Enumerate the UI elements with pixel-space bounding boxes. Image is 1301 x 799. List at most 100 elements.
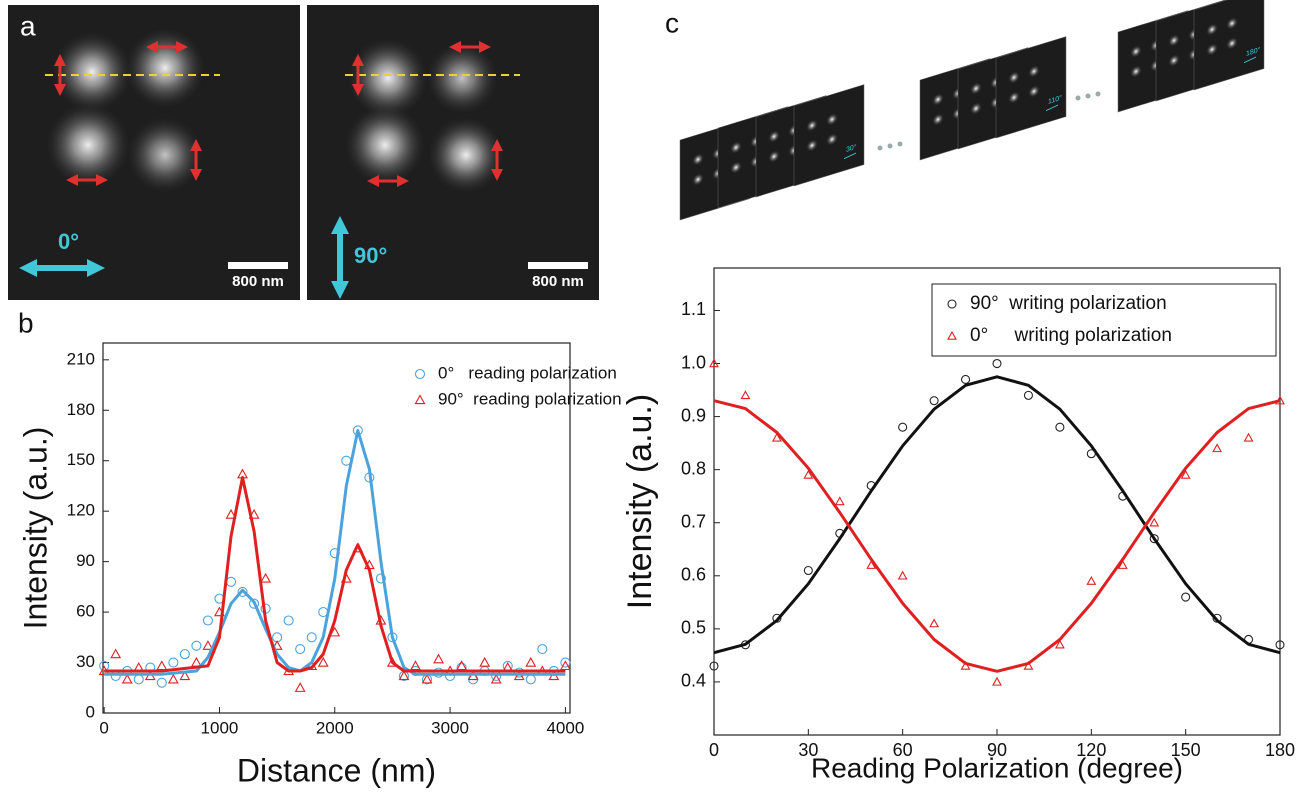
panel-label: c <box>665 7 679 38</box>
fit-line <box>104 429 566 676</box>
y-tick-label: 0.9 <box>681 405 706 425</box>
data-point <box>168 657 179 668</box>
scale-bar-label: 800 nm <box>232 273 284 290</box>
y-tick-label: 120 <box>67 501 95 520</box>
y-tick-label: 90 <box>76 551 95 570</box>
data-point <box>271 640 283 650</box>
data-point <box>295 644 306 655</box>
image-0: 0° 800 nm a <box>8 5 300 300</box>
x-axis-label: Reading Polarization (degree) <box>811 752 1183 783</box>
data-point <box>992 358 1002 369</box>
scale-bar-label: 800 nm <box>532 273 584 290</box>
data-point <box>156 660 168 671</box>
legend-marker <box>947 299 957 309</box>
spot <box>826 113 838 126</box>
data-point <box>514 667 525 678</box>
data-point <box>398 670 410 681</box>
y-axis-label: Intensity (a.u.) <box>621 394 659 609</box>
plot-frame <box>102 342 571 714</box>
legend-label: 90° writing polarization <box>970 293 1167 314</box>
data-point <box>929 618 940 628</box>
fit-line <box>713 399 1281 673</box>
x-tick-label: 30 <box>798 740 818 760</box>
data-point <box>479 656 491 667</box>
data-point <box>190 656 202 667</box>
data-point <box>803 565 813 576</box>
ellipsis <box>877 91 1101 151</box>
y-tick-label: 0.5 <box>681 618 706 638</box>
fit-line <box>104 476 566 673</box>
panel-label: a <box>20 10 36 41</box>
data-point <box>1212 443 1223 453</box>
pol-mark <box>843 152 857 160</box>
data-point <box>897 570 908 580</box>
data-point <box>1275 640 1285 650</box>
x-tick-label: 150 <box>1171 740 1201 760</box>
data-point <box>490 673 502 684</box>
data-point <box>1149 517 1160 527</box>
data-point <box>709 358 719 368</box>
data-point <box>929 396 939 406</box>
data-point <box>1055 422 1065 432</box>
data-point <box>1023 390 1033 400</box>
legend-label: 0° reading polarization <box>438 363 617 382</box>
data-point <box>1086 575 1097 585</box>
y-tick-label: 30 <box>76 652 95 671</box>
data-point <box>1117 560 1128 569</box>
x-tick-label: 2000 <box>316 718 354 737</box>
x-tick-label: 60 <box>893 740 913 760</box>
spot <box>1008 71 1020 84</box>
spot <box>1168 54 1180 67</box>
panel-label: b <box>18 307 34 338</box>
data-point <box>191 640 202 651</box>
data-point <box>179 670 191 681</box>
spot <box>1226 17 1238 30</box>
y-tick-label: 0.8 <box>681 458 706 478</box>
data-point <box>179 649 190 660</box>
data-point <box>709 661 719 671</box>
data-point <box>121 673 133 684</box>
spot <box>1206 43 1218 56</box>
data-point <box>110 648 122 659</box>
stack-image: 30° <box>793 84 865 187</box>
data-point <box>167 673 179 684</box>
legend-label: 90° reading polarization <box>438 389 622 408</box>
spot <box>1028 85 1040 98</box>
data-point <box>537 644 548 655</box>
data-point <box>433 653 444 664</box>
data-point <box>866 560 877 569</box>
spot <box>1130 65 1142 78</box>
x-tick-label: 0 <box>709 740 719 760</box>
data-point <box>961 374 971 384</box>
legend-marker <box>414 394 426 405</box>
spot <box>970 82 982 95</box>
spot <box>932 113 944 126</box>
data-point <box>525 656 537 667</box>
data-point <box>306 632 317 643</box>
data-point <box>803 469 814 479</box>
data-point <box>1054 639 1065 649</box>
fit-line <box>713 375 1281 655</box>
data-point <box>249 598 260 609</box>
data-point <box>375 573 386 584</box>
data-point <box>1180 469 1191 479</box>
legend-box <box>931 283 1277 357</box>
spot <box>806 119 818 132</box>
spot <box>826 133 838 146</box>
spot <box>1206 23 1218 36</box>
spot <box>1028 65 1040 78</box>
spot <box>730 141 742 154</box>
data-point <box>740 390 751 400</box>
y-tick-label: 0.4 <box>681 671 706 691</box>
spot <box>730 161 742 174</box>
y-tick-label: 0 <box>86 702 95 721</box>
data-point <box>771 432 782 442</box>
data-point <box>202 640 214 650</box>
pol-mark <box>1243 56 1257 64</box>
y-tick-label: 1.0 <box>681 352 706 372</box>
spot <box>970 102 982 115</box>
spot <box>1168 34 1180 47</box>
spot <box>932 93 944 106</box>
image-label: 0° <box>58 229 79 254</box>
